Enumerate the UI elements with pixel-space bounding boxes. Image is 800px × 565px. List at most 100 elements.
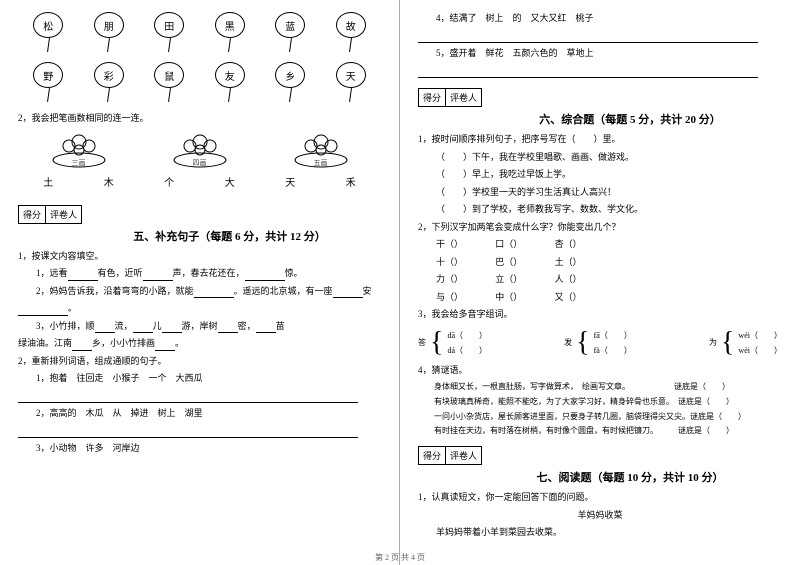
text: 惊。	[285, 268, 303, 278]
pinyin-char: 发	[564, 337, 572, 348]
s5-q2-3: 3，小动物 许多 河岸边	[18, 442, 381, 456]
char: 土	[43, 174, 53, 189]
balloon-char: 田	[154, 12, 184, 38]
section-7-title: 七、阅读题（每题 10 分，共计 10 分）	[478, 469, 782, 485]
riddle-line: 有时挂在天边，有时落在树梢，有时像个圆盘，有时候把镰刀。 谜底是（ ）	[418, 425, 782, 438]
s6-q2: 2，下列汉字加两笔会变成什么字？你能变出几个？	[418, 221, 782, 235]
blank-field[interactable]	[418, 68, 758, 78]
balloon-char: 野	[33, 62, 63, 88]
balloon-char: 蓝	[275, 12, 305, 38]
r-item-4: 4，结满了 树上 的 又大又红 桃子	[418, 12, 782, 26]
s6-q2-row: 力（） 立（） 人（）	[418, 273, 782, 287]
score-box: 得分 评卷人	[18, 205, 82, 224]
question-2: 2，我会把笔画数相同的连一连。	[18, 112, 381, 126]
text: 有色，近听	[98, 268, 143, 278]
s5-q2-2: 2，高高的 木瓜 从 掉进 树上 湖里	[18, 407, 381, 421]
balloon-string	[47, 88, 50, 102]
char: 大	[225, 174, 235, 189]
blank-field[interactable]	[133, 323, 153, 333]
text: 口（	[495, 239, 513, 249]
text: 2，妈妈告诉我，沿着弯弯的小路，就能	[36, 286, 194, 296]
blank-field[interactable]	[245, 271, 285, 281]
text: 乡，小小竹排画	[92, 338, 155, 348]
s6-q1-line: （ ）早上，我吃过早饭上学。	[418, 168, 782, 182]
balloon: 朋	[92, 12, 126, 52]
s6-q1: 1，按时间顺序排列句子，把序号写在（ ）里。	[418, 133, 782, 147]
char: 个	[164, 174, 174, 189]
balloon-string	[168, 38, 171, 52]
r-item-5: 5，盛开着 鲜花 五颜六色的 草地上	[418, 47, 782, 61]
brace-icon: {	[721, 329, 734, 357]
s7-q1: 1，认真读短文，你一定能回答下面的问题。	[418, 491, 782, 505]
blank-field[interactable]	[194, 288, 234, 298]
text: 儿	[153, 321, 162, 331]
blank-field[interactable]	[95, 323, 115, 333]
score-label: 得分	[419, 89, 446, 106]
balloon-char: 鼠	[154, 62, 184, 88]
grader-label: 评卷人	[446, 89, 481, 106]
pinyin-group: 为 { wéi（ ） wèi（ ）	[709, 329, 782, 357]
s5-q2-1: 1，抱着 往回走 小猴子 一个 大西瓜	[18, 372, 381, 386]
pinyin-row: 答 { dā（ ） dá（ ） 发 { fā（ ） fà（ ） 为 { wéi（…	[418, 326, 782, 360]
brace-icon: {	[430, 329, 443, 357]
text: ）	[454, 239, 463, 249]
blank-field[interactable]	[18, 393, 358, 403]
blank-field[interactable]	[68, 271, 98, 281]
balloon-string	[349, 38, 352, 52]
blank-field[interactable]	[162, 323, 182, 333]
s6-q2-row: 十（） 巴（） 土（）	[418, 256, 782, 270]
blank-field[interactable]	[333, 288, 363, 298]
s5-q2: 2，重新排列词语，组成通顺的句子。	[18, 355, 381, 369]
balloon-row-2: 野 彩 鼠 友 乡 天	[18, 62, 381, 102]
pinyin-char: 为	[709, 337, 717, 348]
s5-q1-3: 3，小竹排，顺流，儿游，岸树密，苗	[18, 320, 381, 334]
blank-field[interactable]	[143, 271, 173, 281]
blank-field[interactable]	[218, 323, 238, 333]
text: 与（	[436, 292, 454, 302]
text: 杏（	[555, 239, 573, 249]
text: ）	[573, 292, 582, 302]
char: 木	[104, 174, 114, 189]
balloon-row-1: 松 朋 田 黑 蓝 故	[18, 12, 381, 52]
balloon: 松	[31, 12, 65, 52]
blank-field[interactable]	[72, 341, 92, 351]
text: 。	[175, 338, 184, 348]
balloon-char: 乡	[275, 62, 305, 88]
balloon: 野	[31, 62, 65, 102]
pinyin-a: dā（ ）	[447, 330, 487, 341]
balloon: 鼠	[152, 62, 186, 102]
riddle-line: 身体细又长，一根直肚肠，写字做算术， 绘画写文章。 谜底是（ ）	[418, 381, 782, 394]
balloon: 乡	[273, 62, 307, 102]
score-box: 得分 评卷人	[418, 446, 482, 465]
text: 游，岸树	[182, 321, 218, 331]
blank-field[interactable]	[155, 341, 175, 351]
flower-label: 五画	[291, 158, 351, 168]
s6-q3: 3，我会给多音字组词。	[418, 308, 782, 322]
blank-field[interactable]	[256, 323, 276, 333]
s6-q1-line: （ ）到了学校，老师教我写字、数数、学文化。	[418, 203, 782, 217]
section-6-title: 六、综合题（每题 5 分，共计 20 分）	[478, 111, 782, 127]
s6-q4: 4，猜谜语。	[418, 364, 782, 378]
flower-row: 三画 四画 五画	[18, 132, 381, 168]
balloon-string	[107, 88, 110, 102]
balloon: 天	[334, 62, 368, 102]
pinyin-a: wéi（ ）	[738, 330, 782, 341]
text: 1，远看	[36, 268, 68, 278]
flower-icon: 四画	[170, 132, 230, 168]
grader-label: 评卷人	[446, 447, 481, 464]
blank-field[interactable]	[18, 428, 358, 438]
text: 力（	[436, 274, 454, 284]
balloon-string	[107, 38, 110, 52]
pinyin-b: dá（ ）	[447, 345, 487, 356]
blank-field[interactable]	[418, 33, 758, 43]
balloon-string	[289, 88, 292, 102]
balloon-char: 朋	[94, 12, 124, 38]
grader-label: 评卷人	[46, 206, 81, 223]
text: 声，春去花还在，	[173, 268, 245, 278]
text: 立（	[495, 274, 513, 284]
balloon-string	[228, 38, 231, 52]
balloon: 友	[213, 62, 247, 102]
blank-field[interactable]	[18, 306, 68, 316]
flower-label: 三画	[49, 158, 109, 168]
text: 巴（	[495, 257, 513, 267]
